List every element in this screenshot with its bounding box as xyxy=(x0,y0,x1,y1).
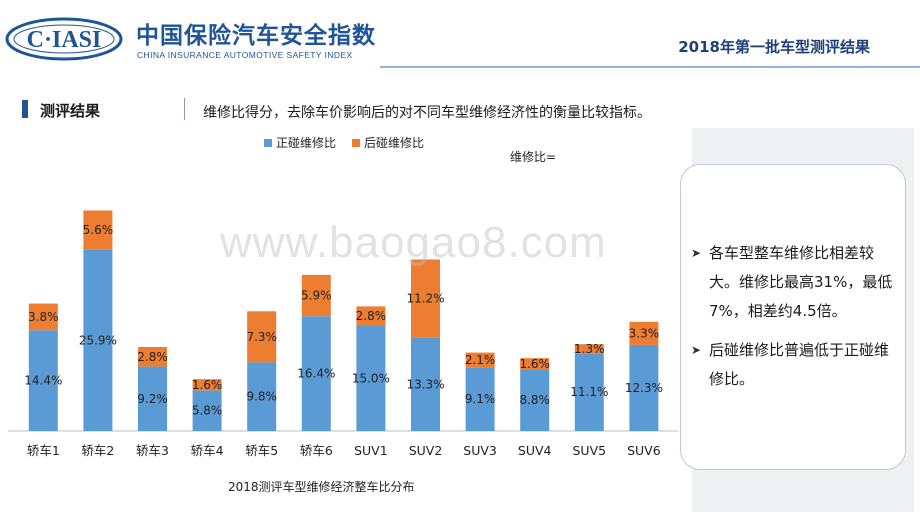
data-label-rear: 11.2% xyxy=(406,292,444,306)
header-divider xyxy=(380,66,920,68)
bar-front xyxy=(629,344,659,431)
data-label-rear: 3.3% xyxy=(629,326,660,340)
data-label-front: 15.0% xyxy=(352,372,390,386)
x-tick-label: 轿车5 xyxy=(245,443,278,458)
section-label: 测评结果 xyxy=(40,102,101,120)
note-item: ➤ 各车型整车维修比相差较大。维修比最高31%，最低7%，相差约4.5倍。 xyxy=(691,239,895,326)
data-label-rear: 1.6% xyxy=(192,378,223,392)
page-header: C·IASI 中国保险汽车安全指数 CHINA INSURANCE AUTOMO… xyxy=(0,0,920,78)
data-label-rear: 1.6% xyxy=(519,357,550,371)
bar-front xyxy=(356,326,386,431)
bar-rear xyxy=(629,321,659,345)
x-tick-label: SUV5 xyxy=(573,443,607,458)
note-text: 后碰维修比普遍低于正碰维修比。 xyxy=(709,341,890,388)
data-label-front: 9.1% xyxy=(465,392,496,406)
org-name-en: CHINA INSURANCE AUTOMOTIVE SAFETY INDEX xyxy=(137,50,353,60)
note-item: ➤ 后碰维修比普遍低于正碰维修比。 xyxy=(691,336,895,394)
legend-swatch-rear xyxy=(352,138,361,147)
ciasi-logo-icon: C·IASI xyxy=(5,17,123,61)
bar-rear xyxy=(247,311,277,363)
x-tick-label: SUV6 xyxy=(627,443,661,458)
section-marker xyxy=(22,100,28,118)
bar-front xyxy=(465,367,495,431)
formula-label: 维修比= xyxy=(510,150,557,164)
x-tick-label: SUV2 xyxy=(409,443,443,458)
bar-front xyxy=(83,249,113,431)
section-separator xyxy=(184,98,185,120)
bar-front xyxy=(192,390,222,431)
content-panel: 14.4% 3.8% 轿车1 25.9% 5.6% 轿车2 9.2% 2.8% 轿车3 5.8% 1… xyxy=(2,128,914,512)
bar-rear xyxy=(574,344,604,354)
bar-front xyxy=(301,316,331,431)
bar-rear xyxy=(411,259,440,338)
bar-rear xyxy=(192,379,222,391)
data-label-rear: 5.6% xyxy=(83,223,114,237)
x-tick-label: SUV3 xyxy=(463,443,497,458)
data-label-front: 12.3% xyxy=(625,381,663,395)
bar-front xyxy=(574,353,604,431)
data-label-rear: 2.8% xyxy=(137,350,168,364)
bar-rear xyxy=(301,274,331,317)
bar-front xyxy=(520,369,550,431)
data-label-rear: 1.3% xyxy=(574,342,605,356)
data-label-rear: 7.3% xyxy=(246,330,277,344)
data-label-front: 14.4% xyxy=(24,374,62,388)
bar-front xyxy=(247,362,277,431)
bar-front xyxy=(411,337,440,431)
org-name-cn: 中国保险汽车安全指数 xyxy=(136,23,376,49)
bar-rear xyxy=(465,352,495,368)
legend-label-rear: 后碰维修比 xyxy=(364,136,425,150)
data-label-front: 5.8% xyxy=(192,404,223,418)
data-label-rear: 2.8% xyxy=(356,309,387,323)
bar-rear xyxy=(83,210,113,250)
x-tick-label: 轿车4 xyxy=(191,443,224,458)
x-tick-label: SUV1 xyxy=(354,443,388,458)
bar-front xyxy=(138,366,167,431)
bar-rear xyxy=(28,303,58,331)
chart-area: 14.4% 3.8% 轿车1 25.9% 5.6% 轿车2 9.2% 2.8% 轿车3 5.8% 1… xyxy=(2,128,692,512)
data-label-front: 16.4% xyxy=(297,367,335,381)
logo-text: C·IASI xyxy=(27,27,102,53)
chart-caption: 2018测评车型维修经济整车比分布 xyxy=(228,480,415,494)
arrow-right-icon: ➤ xyxy=(691,343,702,357)
data-label-front: 9.2% xyxy=(137,392,168,406)
data-label-front: 9.8% xyxy=(246,390,277,404)
data-label-rear: 5.9% xyxy=(301,289,332,303)
legend-item-front: 正碰维修比 xyxy=(264,134,336,151)
arrow-right-icon: ➤ xyxy=(691,246,702,260)
x-tick-label: 轿车3 xyxy=(136,443,169,458)
data-label-front: 25.9% xyxy=(79,333,117,347)
page-title: 2018年第一批车型测评结果 xyxy=(678,38,870,56)
legend-label-front: 正碰维修比 xyxy=(276,136,337,150)
x-tick-label: 轿车6 xyxy=(300,443,333,458)
data-label-front: 13.3% xyxy=(406,377,444,391)
chart-legend: 正碰维修比 后碰维修比 xyxy=(264,134,424,151)
x-tick-label: 轿车2 xyxy=(81,443,114,458)
x-tick-label: 轿车1 xyxy=(27,443,60,458)
data-label-front: 8.8% xyxy=(519,393,550,407)
bar-front xyxy=(28,330,58,431)
notes-panel: ➤ 各车型整车维修比相差较大。维修比最高31%，最低7%，相差约4.5倍。 ➤ … xyxy=(680,164,906,470)
bar-rear xyxy=(520,358,550,370)
note-text: 各车型整车维修比相差较大。维修比最高31%，最低7%，相差约4.5倍。 xyxy=(709,244,893,320)
legend-item-rear: 后碰维修比 xyxy=(352,134,424,151)
section-description: 维修比得分，去除车价影响后的对不同车型维修经济性的衡量比较指标。 xyxy=(203,105,651,121)
bar-rear xyxy=(138,347,167,367)
data-label-front: 11.1% xyxy=(570,385,608,399)
stacked-bar-chart: 14.4% 3.8% 轿车1 25.9% 5.6% 轿车2 9.2% 2.8% 轿车3 5.8% 1… xyxy=(8,210,678,458)
legend-swatch-front xyxy=(264,138,272,147)
x-tick-label: SUV4 xyxy=(518,443,552,458)
bar-rear xyxy=(356,306,386,326)
data-label-rear: 3.8% xyxy=(28,310,59,324)
data-label-rear: 2.1% xyxy=(465,353,496,367)
